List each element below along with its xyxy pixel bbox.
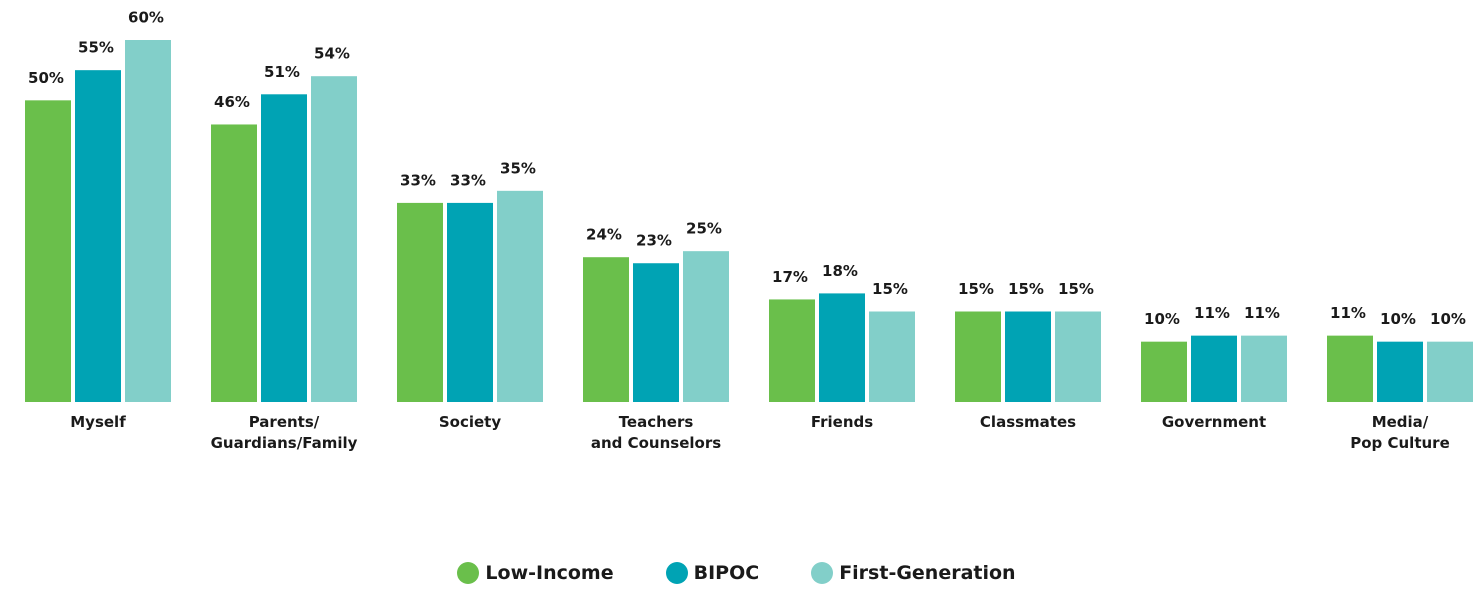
legend-label: BIPOC <box>693 562 760 584</box>
bar <box>583 257 629 402</box>
bar <box>1005 311 1051 402</box>
value-label: 15% <box>1008 280 1044 298</box>
value-label: 35% <box>500 159 536 177</box>
value-label: 17% <box>772 268 808 286</box>
value-label: 15% <box>872 280 908 298</box>
x-tick-label: Classmates <box>979 413 1077 431</box>
legend: Low-Income BIPOC First-Generation <box>0 562 1473 584</box>
bar <box>633 263 679 402</box>
value-label: 50% <box>28 69 64 87</box>
value-label: 33% <box>400 171 436 189</box>
value-label: 18% <box>822 262 858 280</box>
bar <box>769 299 815 402</box>
bar <box>261 94 307 403</box>
bar <box>1241 335 1287 402</box>
legend-item: BIPOC <box>665 562 760 584</box>
value-label: 54% <box>314 45 350 63</box>
bar <box>1141 341 1187 402</box>
legend-label: First-Generation <box>839 562 1016 584</box>
value-label: 11% <box>1194 304 1230 322</box>
value-label: 15% <box>1058 280 1094 298</box>
bar <box>1377 341 1423 402</box>
bar <box>125 40 171 402</box>
legend-swatch <box>811 562 834 584</box>
value-label: 51% <box>264 63 300 81</box>
value-label: 11% <box>1330 304 1366 322</box>
bar <box>869 311 915 402</box>
value-label: 10% <box>1430 310 1466 328</box>
value-label: 11% <box>1244 304 1280 322</box>
x-tick-label: Government <box>1161 413 1267 431</box>
value-label: 25% <box>686 220 722 238</box>
legend-label: Low-Income <box>485 562 614 584</box>
x-tick-label: Parents/ Guardians/Family <box>210 413 358 452</box>
bar <box>1055 311 1101 402</box>
legend-swatch <box>665 562 688 584</box>
bar <box>1191 335 1237 402</box>
value-label: 15% <box>958 280 994 298</box>
bar <box>819 293 865 402</box>
bar <box>75 70 121 403</box>
bar <box>1427 341 1473 402</box>
bar <box>211 124 257 402</box>
value-label: 46% <box>214 93 250 111</box>
bar <box>447 202 493 402</box>
value-label: 60% <box>128 9 164 27</box>
legend-item: Low-Income <box>457 562 614 584</box>
value-label: 33% <box>450 171 486 189</box>
value-label: 23% <box>636 232 672 250</box>
x-tick-label: Friends <box>810 413 874 431</box>
bar <box>497 190 543 402</box>
x-tick-label: Society <box>438 413 502 431</box>
bar <box>25 100 71 402</box>
value-label: 10% <box>1380 310 1416 328</box>
legend-item: First-Generation <box>811 562 1016 584</box>
value-label: 24% <box>586 226 622 244</box>
value-label: 55% <box>78 39 114 57</box>
value-label: 10% <box>1144 310 1180 328</box>
x-tick-label: Media/ Pop Culture <box>1350 413 1450 452</box>
bar <box>397 202 443 402</box>
bar <box>1327 335 1373 402</box>
x-tick-label: Myself <box>70 413 126 431</box>
bar <box>311 76 357 402</box>
x-tick-label: Teachers and Counselors <box>590 413 722 452</box>
legend-swatch <box>457 562 480 584</box>
bar <box>683 251 729 402</box>
bar <box>955 311 1001 402</box>
